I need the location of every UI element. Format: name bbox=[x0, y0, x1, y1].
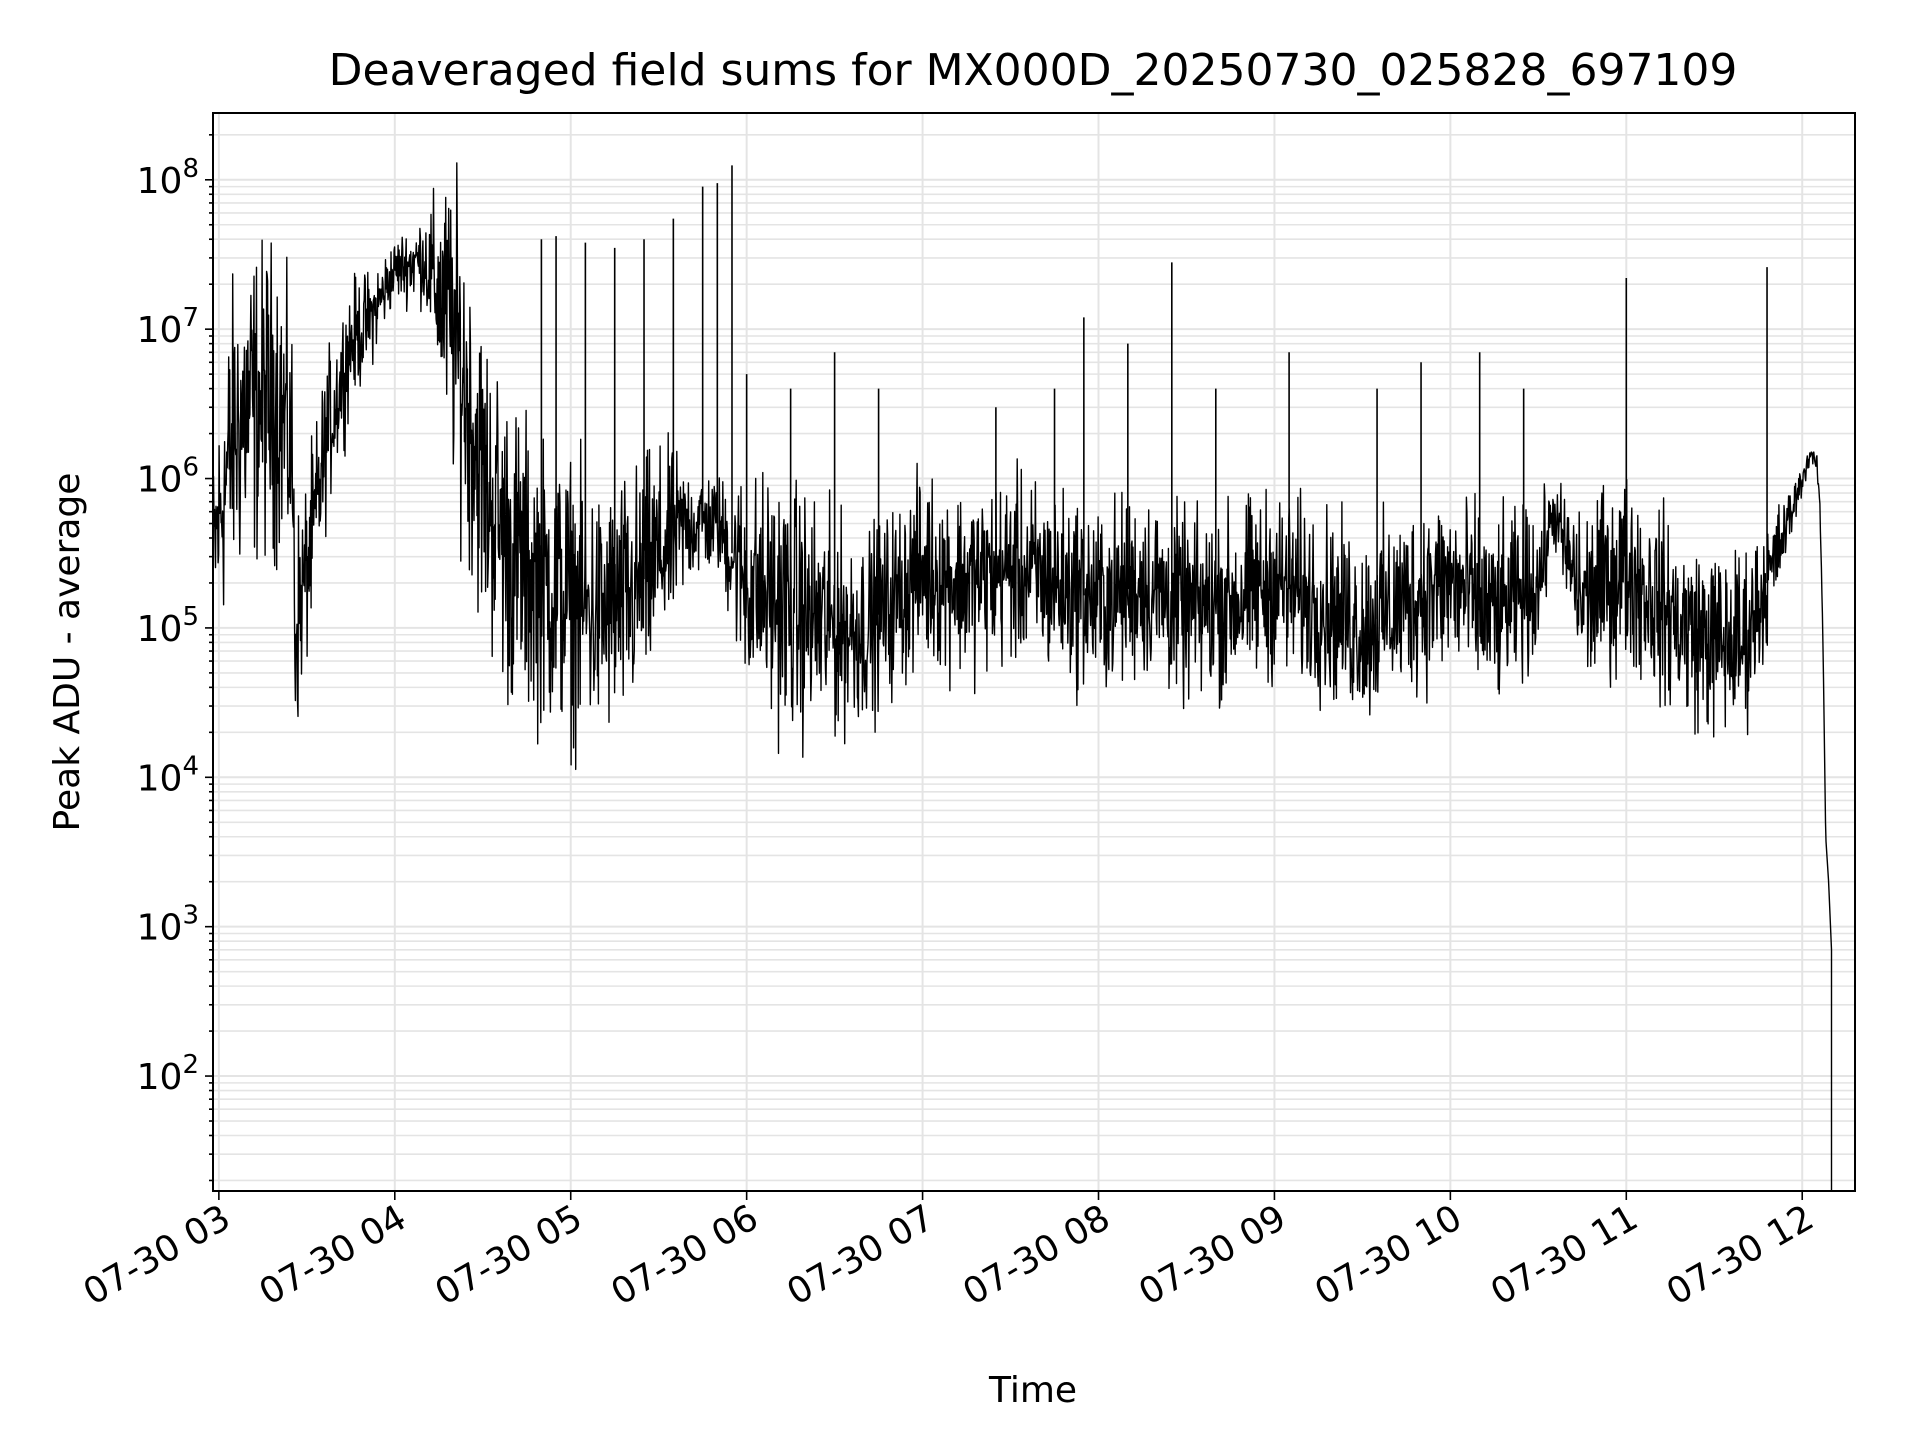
y-axis-label: Peak ADU - average bbox=[47, 473, 88, 832]
series-layer bbox=[212, 162, 1833, 1191]
chart-title: Deaveraged field sums for MX000D_2025073… bbox=[329, 45, 1738, 96]
y-tick-exponent: 5 bbox=[182, 602, 199, 632]
y-tick-exponent: 7 bbox=[182, 303, 199, 333]
y-tick-label: 106 bbox=[137, 453, 199, 501]
y-tick-label: 105 bbox=[137, 602, 199, 650]
y-tick-base: 10 bbox=[137, 310, 183, 351]
y-tick-exponent: 2 bbox=[182, 1050, 199, 1080]
series-line bbox=[212, 162, 1833, 1191]
y-tick-label: 108 bbox=[137, 154, 199, 202]
x-axis-label: Time bbox=[988, 1370, 1077, 1411]
plot-frame bbox=[212, 112, 1856, 1192]
y-tick-exponent: 6 bbox=[182, 453, 199, 483]
y-tick-label: 104 bbox=[137, 751, 199, 799]
y-tick-exponent: 4 bbox=[182, 751, 199, 781]
y-tick-base: 10 bbox=[137, 161, 183, 202]
y-tick-base: 10 bbox=[137, 908, 183, 949]
y-tick-exponent: 8 bbox=[182, 154, 199, 184]
y-tick-base: 10 bbox=[137, 609, 183, 650]
y-tick-label: 107 bbox=[137, 303, 199, 351]
y-tick-label: 102 bbox=[137, 1050, 199, 1098]
y-tick-base: 10 bbox=[137, 460, 183, 501]
y-tick-exponent: 3 bbox=[182, 901, 199, 931]
y-tick-base: 10 bbox=[137, 758, 183, 799]
y-tick-base: 10 bbox=[137, 1057, 183, 1098]
y-tick-label: 103 bbox=[137, 901, 199, 949]
